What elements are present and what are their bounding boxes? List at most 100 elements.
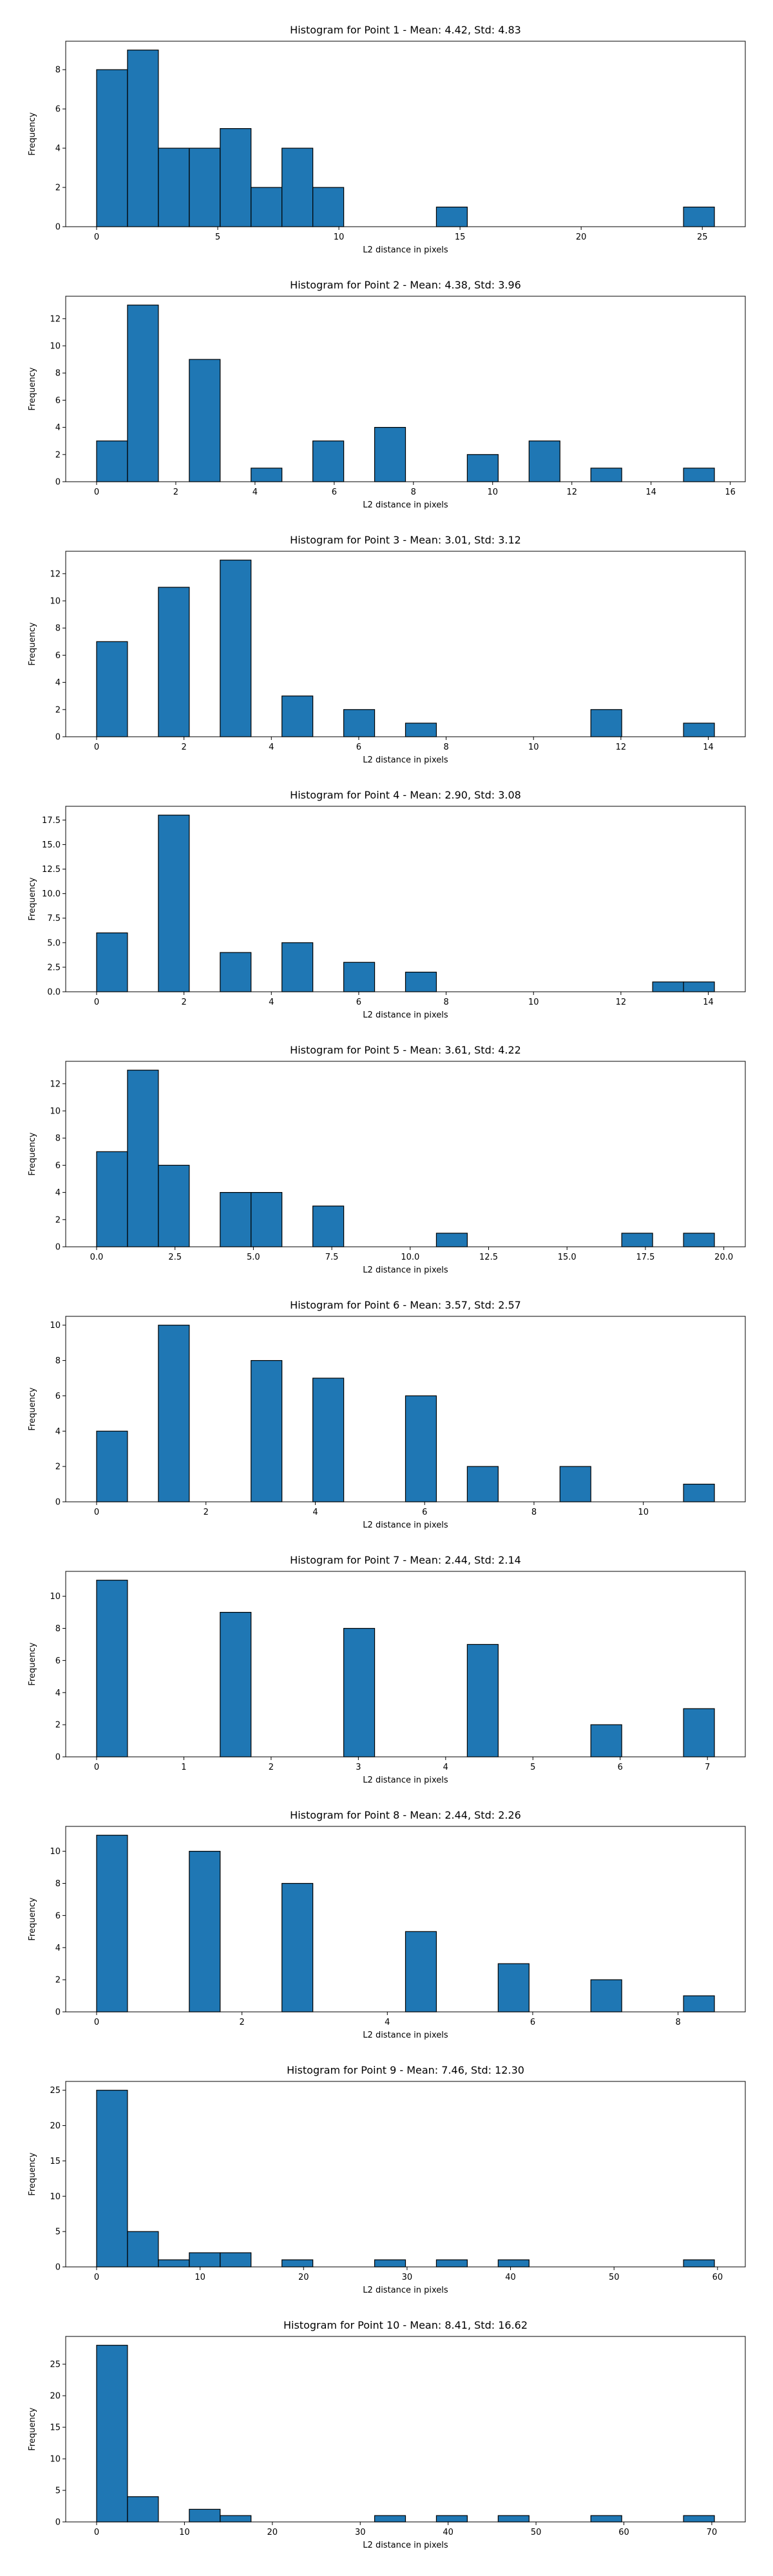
- y-tick-label: 17.5: [42, 816, 61, 826]
- subplot: Histogram for Point 8 - Mean: 2.44, Std:…: [28, 1809, 746, 2040]
- x-tick-label: 2: [173, 488, 178, 497]
- histogram-bar: [405, 723, 437, 737]
- y-axis-label: Frequency: [28, 1387, 37, 1430]
- histogram-bar: [96, 1835, 128, 2012]
- chart-title: Histogram for Point 9 - Mean: 7.46, Std:…: [287, 2064, 524, 2076]
- x-tick-label: 50: [609, 2273, 620, 2282]
- x-tick-label: 20: [576, 232, 587, 242]
- y-tick-label: 5: [55, 2486, 61, 2496]
- histogram-bar: [158, 1164, 190, 1247]
- y-tick-label: 8: [55, 66, 61, 75]
- histogram-bar: [96, 1580, 128, 1757]
- axes-frame: [65, 2081, 746, 2268]
- chart-title: Histogram for Point 4 - Mean: 2.90, Std:…: [290, 789, 521, 801]
- y-tick-label: 0: [55, 1753, 61, 1763]
- y-tick-label: 6: [55, 1656, 61, 1666]
- histogram-bar: [251, 468, 283, 482]
- histogram-bar: [683, 2515, 715, 2523]
- histogram-bar: [127, 305, 159, 482]
- histogram-bar: [374, 2259, 406, 2268]
- subplot: Histogram for Point 6 - Mean: 3.57, Std:…: [28, 1299, 746, 1530]
- x-tick-label: 6: [356, 998, 361, 1007]
- y-tick-label: 10: [50, 1847, 61, 1857]
- x-axis-label: L2 distance in pixels: [363, 500, 448, 510]
- histogram-bar: [466, 1466, 499, 1502]
- histogram-bar: [189, 2508, 221, 2523]
- x-tick-label: 14: [703, 998, 714, 1007]
- histogram-bar: [282, 942, 314, 992]
- histogram-bar: [343, 961, 376, 992]
- histogram-bar: [528, 440, 560, 482]
- histogram-bar: [96, 440, 128, 482]
- x-tick-label: 2: [204, 1508, 209, 1517]
- x-tick-label: 0: [94, 2018, 99, 2027]
- x-tick-label: 5: [530, 1763, 535, 1772]
- x-tick-label: 10: [334, 232, 345, 242]
- y-tick-label: 2: [55, 1463, 61, 1472]
- y-axis-label: Frequency: [28, 877, 37, 920]
- x-tick-label: 10: [528, 743, 539, 752]
- y-tick-label: 0: [55, 2008, 61, 2018]
- y-tick-label: 2: [55, 1976, 61, 1985]
- histogram-bar: [405, 971, 437, 992]
- histogram-bar: [251, 1192, 283, 1247]
- y-tick-label: 4: [55, 1689, 61, 1698]
- y-tick-label: 10: [50, 342, 61, 352]
- y-tick-label: 2: [55, 705, 61, 715]
- x-tick-label: 25: [697, 232, 708, 242]
- y-tick-label: 10: [50, 597, 61, 607]
- histogram-bar: [590, 1724, 622, 1757]
- y-tick-label: 25: [50, 2360, 61, 2370]
- histogram-bar: [435, 2515, 468, 2523]
- axes-frame: [65, 551, 746, 737]
- y-tick-label: 2: [55, 1215, 61, 1225]
- x-tick-label: 10: [195, 2273, 205, 2282]
- histogram-bar: [220, 952, 252, 992]
- x-tick-label: 2: [269, 1763, 274, 1772]
- histogram-bar: [683, 468, 715, 482]
- axes-frame: [65, 806, 746, 992]
- histogram-bar: [435, 1233, 468, 1247]
- histogram-bar: [220, 1611, 252, 1757]
- x-tick-label: 30: [402, 2273, 413, 2282]
- histogram-bar: [127, 2496, 159, 2523]
- subplot: Histogram for Point 2 - Mean: 4.38, Std:…: [28, 279, 746, 510]
- y-axis-label: Frequency: [28, 622, 37, 665]
- x-tick-label: 2: [181, 743, 186, 752]
- x-axis-label: L2 distance in pixels: [363, 245, 448, 255]
- x-tick-label: 7: [705, 1763, 710, 1772]
- y-tick-label: 25: [50, 2086, 61, 2096]
- histogram-bar: [683, 1995, 715, 2012]
- x-axis-label: L2 distance in pixels: [363, 2541, 448, 2550]
- histogram-bar: [683, 723, 715, 737]
- histogram-bar: [683, 1708, 715, 1757]
- subplot: Histogram for Point 9 - Mean: 7.46, Std:…: [28, 2064, 746, 2295]
- histogram-bar: [559, 1466, 591, 1502]
- histogram-bar: [96, 2345, 128, 2523]
- axes-frame: [65, 1571, 746, 1757]
- histogram-bar: [220, 560, 252, 737]
- y-tick-label: 8: [55, 1879, 61, 1889]
- x-tick-label: 5.0: [247, 1253, 260, 1262]
- histogram-bar: [312, 1378, 345, 1502]
- histogram-bar: [251, 1359, 283, 1502]
- histogram-bar: [683, 2259, 715, 2268]
- axes-frame: [65, 1826, 746, 2012]
- x-axis-label: L2 distance in pixels: [363, 1520, 448, 1530]
- x-tick-label: 8: [411, 488, 416, 497]
- histogram-bar: [497, 2259, 530, 2268]
- x-tick-label: 8: [443, 743, 448, 752]
- x-tick-label: 6: [530, 2018, 535, 2027]
- x-tick-label: 16: [725, 488, 736, 497]
- subplot: Histogram for Point 1 - Mean: 4.42, Std:…: [28, 24, 746, 255]
- chart-title: Histogram for Point 6 - Mean: 3.57, Std:…: [290, 1299, 521, 1311]
- y-tick-label: 2: [55, 450, 61, 460]
- histogram-bar: [282, 1882, 314, 2012]
- histogram-bar: [683, 981, 715, 992]
- histogram-bar: [312, 1206, 345, 1247]
- histogram-bar: [189, 359, 221, 482]
- histogram-bar: [343, 1627, 376, 1757]
- chart-title: Histogram for Point 5 - Mean: 3.61, Std:…: [290, 1044, 521, 1056]
- histogram-bar: [590, 2515, 622, 2523]
- y-tick-label: 6: [55, 651, 61, 661]
